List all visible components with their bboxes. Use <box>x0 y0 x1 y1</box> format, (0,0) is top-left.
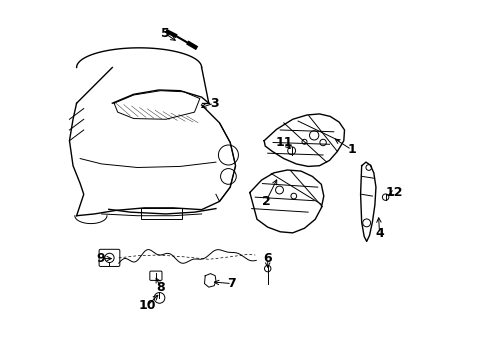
FancyBboxPatch shape <box>99 249 120 266</box>
Text: 2: 2 <box>261 195 270 208</box>
Text: 11: 11 <box>275 136 293 149</box>
FancyBboxPatch shape <box>141 208 182 219</box>
Text: 6: 6 <box>263 252 271 265</box>
Text: 10: 10 <box>138 299 156 312</box>
Text: 3: 3 <box>209 97 218 110</box>
FancyBboxPatch shape <box>149 271 162 280</box>
Text: 12: 12 <box>384 186 402 199</box>
Text: 1: 1 <box>346 143 355 156</box>
Text: 7: 7 <box>227 277 236 290</box>
Text: 9: 9 <box>97 252 105 265</box>
Text: 4: 4 <box>374 227 383 240</box>
Text: 5: 5 <box>161 27 169 40</box>
Text: 8: 8 <box>156 281 164 294</box>
